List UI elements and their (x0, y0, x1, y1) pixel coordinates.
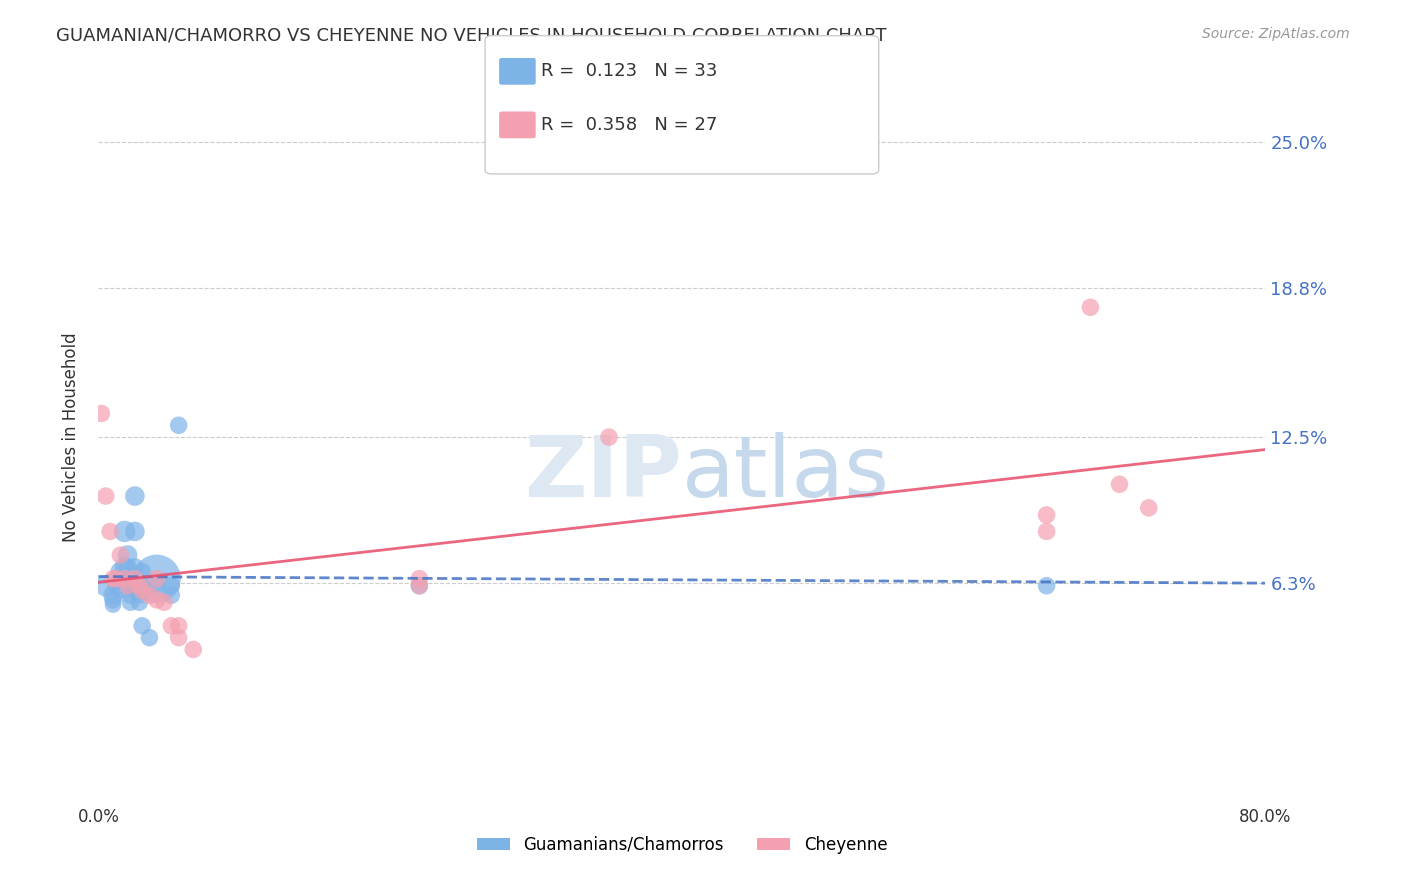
Point (131, 579, 153, 593)
Point (94, 489, 117, 503)
Point (146, 572, 169, 586)
Point (1137, 500, 1160, 515)
Point (181, 642, 204, 657)
Point (408, 579, 430, 593)
Text: GUAMANIAN/CHAMORRO VS CHEYENNE NO VEHICLES IN HOUSEHOLD CORRELATION CHART: GUAMANIAN/CHAMORRO VS CHEYENNE NO VEHICL… (56, 27, 887, 45)
Point (114, 572, 136, 586)
Point (1035, 524, 1057, 539)
Point (117, 559, 139, 574)
Point (408, 579, 430, 593)
Point (146, 579, 169, 593)
Point (120, 588, 142, 602)
Point (160, 619, 183, 633)
Text: R =  0.358   N = 27: R = 0.358 N = 27 (541, 116, 717, 134)
Point (104, 572, 127, 586)
Point (128, 595, 150, 609)
Point (124, 489, 146, 503)
Point (98, 524, 121, 539)
Point (90, 407, 112, 421)
Point (1080, 301, 1102, 315)
Point (167, 418, 190, 433)
Text: atlas: atlas (682, 432, 890, 516)
Point (124, 524, 146, 539)
Point (101, 572, 124, 586)
Point (167, 631, 190, 645)
Point (110, 548, 132, 562)
Point (110, 583, 132, 598)
Point (167, 619, 190, 633)
Text: ZIP: ZIP (524, 432, 682, 516)
Point (131, 583, 153, 598)
Point (128, 579, 150, 593)
Point (1108, 477, 1130, 491)
Point (138, 631, 160, 645)
Text: R =  0.123   N = 33: R = 0.123 N = 33 (541, 62, 717, 80)
Point (124, 559, 146, 574)
Point (598, 430, 620, 444)
Point (131, 619, 153, 633)
Point (138, 588, 160, 602)
Point (117, 579, 139, 593)
Y-axis label: No Vehicles in Household: No Vehicles in Household (62, 332, 80, 542)
Point (94, 579, 117, 593)
Point (114, 572, 136, 586)
Point (1035, 579, 1057, 593)
Point (110, 565, 132, 579)
Point (153, 595, 176, 609)
Point (110, 572, 132, 586)
Point (160, 588, 183, 602)
Point (124, 583, 146, 598)
Point (120, 595, 142, 609)
Text: Source: ZipAtlas.com: Source: ZipAtlas.com (1202, 27, 1350, 41)
Point (114, 559, 136, 574)
Point (104, 579, 127, 593)
Point (160, 579, 183, 593)
Point (124, 572, 146, 586)
Point (1035, 508, 1057, 522)
Point (131, 565, 153, 579)
Point (101, 593, 124, 607)
Point (408, 572, 430, 586)
Point (146, 572, 169, 586)
Point (117, 579, 139, 593)
Legend: Guamanians/Chamorros, Cheyenne: Guamanians/Chamorros, Cheyenne (470, 829, 894, 860)
Point (117, 548, 139, 562)
Point (114, 524, 136, 539)
Point (146, 593, 169, 607)
Point (128, 588, 150, 602)
Point (101, 598, 124, 612)
Point (101, 588, 124, 602)
